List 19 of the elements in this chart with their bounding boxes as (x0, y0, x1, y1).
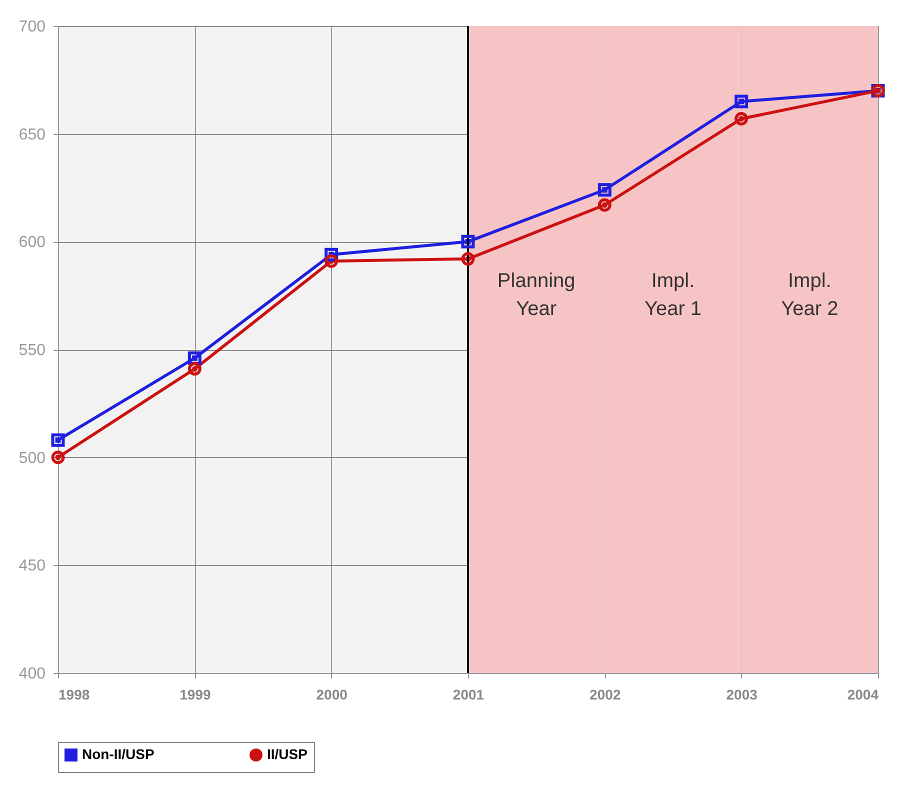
legend-label: II/USP (267, 746, 308, 762)
x-tick-label: 2000 (316, 686, 348, 702)
legend-label: Non-II/USP (82, 746, 154, 762)
x-tick-label: 2004 (847, 686, 879, 702)
y-tick-label: 600 (18, 234, 46, 252)
y-tick-label: 550 (18, 342, 46, 359)
x-tick-label: 1999 (180, 686, 211, 702)
y-tick-label: 400 (18, 666, 46, 682)
y-tick-label: 700 (18, 18, 46, 36)
x-tick-label: 2001 (452, 686, 484, 702)
x-tick-label: 1998 (58, 686, 90, 702)
x-tick-label: 2003 (726, 686, 758, 702)
x-tick-label: 2002 (590, 686, 621, 702)
band-label: Impl. Year 2 (781, 270, 838, 320)
band-label: Planning Year (497, 270, 576, 320)
y-tick-label: 450 (18, 558, 46, 575)
y-tick-label: 500 (18, 450, 46, 467)
band-label: Impl. Year 1 (644, 270, 702, 320)
y-tick-label: 650 (18, 126, 46, 144)
